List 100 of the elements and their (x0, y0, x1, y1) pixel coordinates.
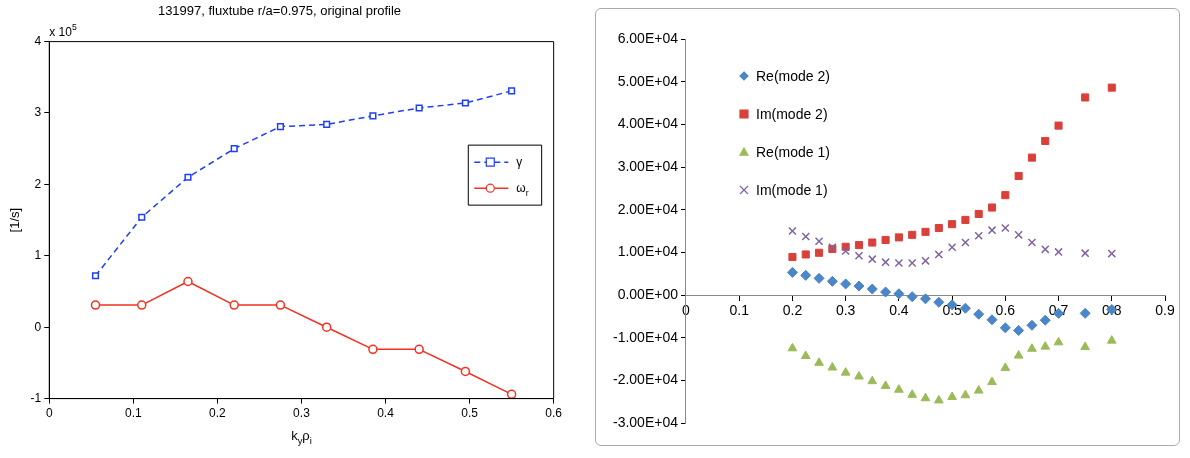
point (813, 272, 825, 284)
point (973, 308, 985, 320)
point (788, 252, 797, 262)
point (908, 230, 917, 239)
point (230, 145, 238, 153)
legend-label: Im(mode 1) (756, 181, 828, 198)
point (184, 173, 192, 181)
y-tick-label: 1.00E+04 (617, 243, 679, 260)
point (369, 112, 377, 120)
point (138, 213, 146, 221)
point (800, 350, 811, 360)
point (934, 250, 944, 259)
x-tick-label: 0.6 (545, 406, 563, 421)
point (800, 269, 812, 281)
point (321, 322, 332, 332)
point (508, 87, 516, 95)
point (136, 300, 147, 310)
y-tick-label: 1 (34, 248, 42, 263)
point (1079, 307, 1091, 319)
x-tick-label: 0.3 (293, 406, 311, 421)
y-tick-label: 3 (34, 105, 42, 120)
point (867, 375, 878, 385)
point (973, 385, 984, 394)
point (1107, 83, 1116, 92)
x-tick-label: 0.2 (782, 302, 803, 319)
y-tick-label: -2.00E+04 (613, 371, 679, 388)
point (894, 233, 903, 242)
point (1053, 336, 1064, 346)
y-tick-label: 2.00E+04 (617, 200, 679, 217)
y-tick-label: -3.00E+04 (613, 413, 679, 430)
point (1014, 171, 1023, 180)
point (866, 283, 878, 295)
point (1107, 249, 1117, 258)
point (1041, 136, 1050, 146)
legend-label: Re(mode 1) (756, 143, 830, 160)
y-tick-label: 3.00E+04 (617, 157, 679, 174)
x-tick-label: 0.4 (377, 406, 395, 421)
x-tick-label: 0.4 (889, 302, 909, 319)
x-tick-label: 0 (45, 406, 53, 421)
point (921, 256, 930, 266)
point (1040, 245, 1050, 254)
point (1014, 230, 1023, 240)
x-tick-label: 0.2 (209, 406, 227, 421)
point (841, 246, 850, 256)
point (906, 291, 918, 303)
y-tick-label: 4.00E+04 (617, 115, 679, 132)
chart-title: 131997, fluxtube r/a=0.975, original profile (157, 3, 402, 19)
y-tick-label: -1 (30, 390, 42, 405)
point (907, 258, 917, 268)
point (90, 300, 101, 310)
point (368, 344, 378, 355)
point (787, 342, 798, 352)
legend-label: γ (516, 155, 523, 170)
legend-label: Im(mode 2) (756, 105, 828, 122)
point (1054, 121, 1063, 130)
point (894, 258, 904, 268)
x-tick-label: 0.1 (729, 302, 750, 319)
point (1027, 153, 1036, 162)
point (961, 238, 970, 247)
point (826, 275, 838, 287)
point (894, 384, 904, 393)
point (275, 300, 286, 310)
point (867, 254, 877, 264)
point (786, 266, 798, 278)
x-tick-label: 0.1 (124, 406, 142, 421)
point (1054, 247, 1063, 257)
point (960, 389, 971, 399)
legend-label: Re(mode 2) (756, 67, 830, 84)
point (1039, 314, 1051, 326)
point (947, 242, 957, 252)
point (1026, 319, 1038, 331)
point (907, 389, 918, 398)
point (1080, 341, 1090, 351)
point (1013, 324, 1025, 336)
point (920, 392, 931, 402)
y-tick-label: 6.00E+04 (617, 29, 679, 46)
y-tick-label: 2 (34, 176, 42, 191)
point (933, 394, 944, 404)
y-tick-label: 0 (34, 319, 42, 334)
point (506, 389, 517, 399)
point (853, 280, 865, 292)
point (974, 209, 983, 218)
point (229, 300, 239, 310)
y-axis-title: [1/s] (7, 207, 23, 233)
point (840, 367, 851, 376)
point (183, 276, 193, 287)
point (415, 104, 423, 112)
point (999, 322, 1011, 334)
point (1013, 350, 1024, 359)
point (1001, 191, 1010, 200)
point (788, 226, 797, 236)
point (921, 227, 930, 236)
point (1027, 238, 1037, 247)
point (1081, 93, 1090, 102)
point (881, 257, 890, 267)
point (461, 99, 469, 107)
point (920, 293, 931, 305)
point (934, 223, 943, 233)
point (986, 314, 998, 326)
point (323, 120, 331, 128)
